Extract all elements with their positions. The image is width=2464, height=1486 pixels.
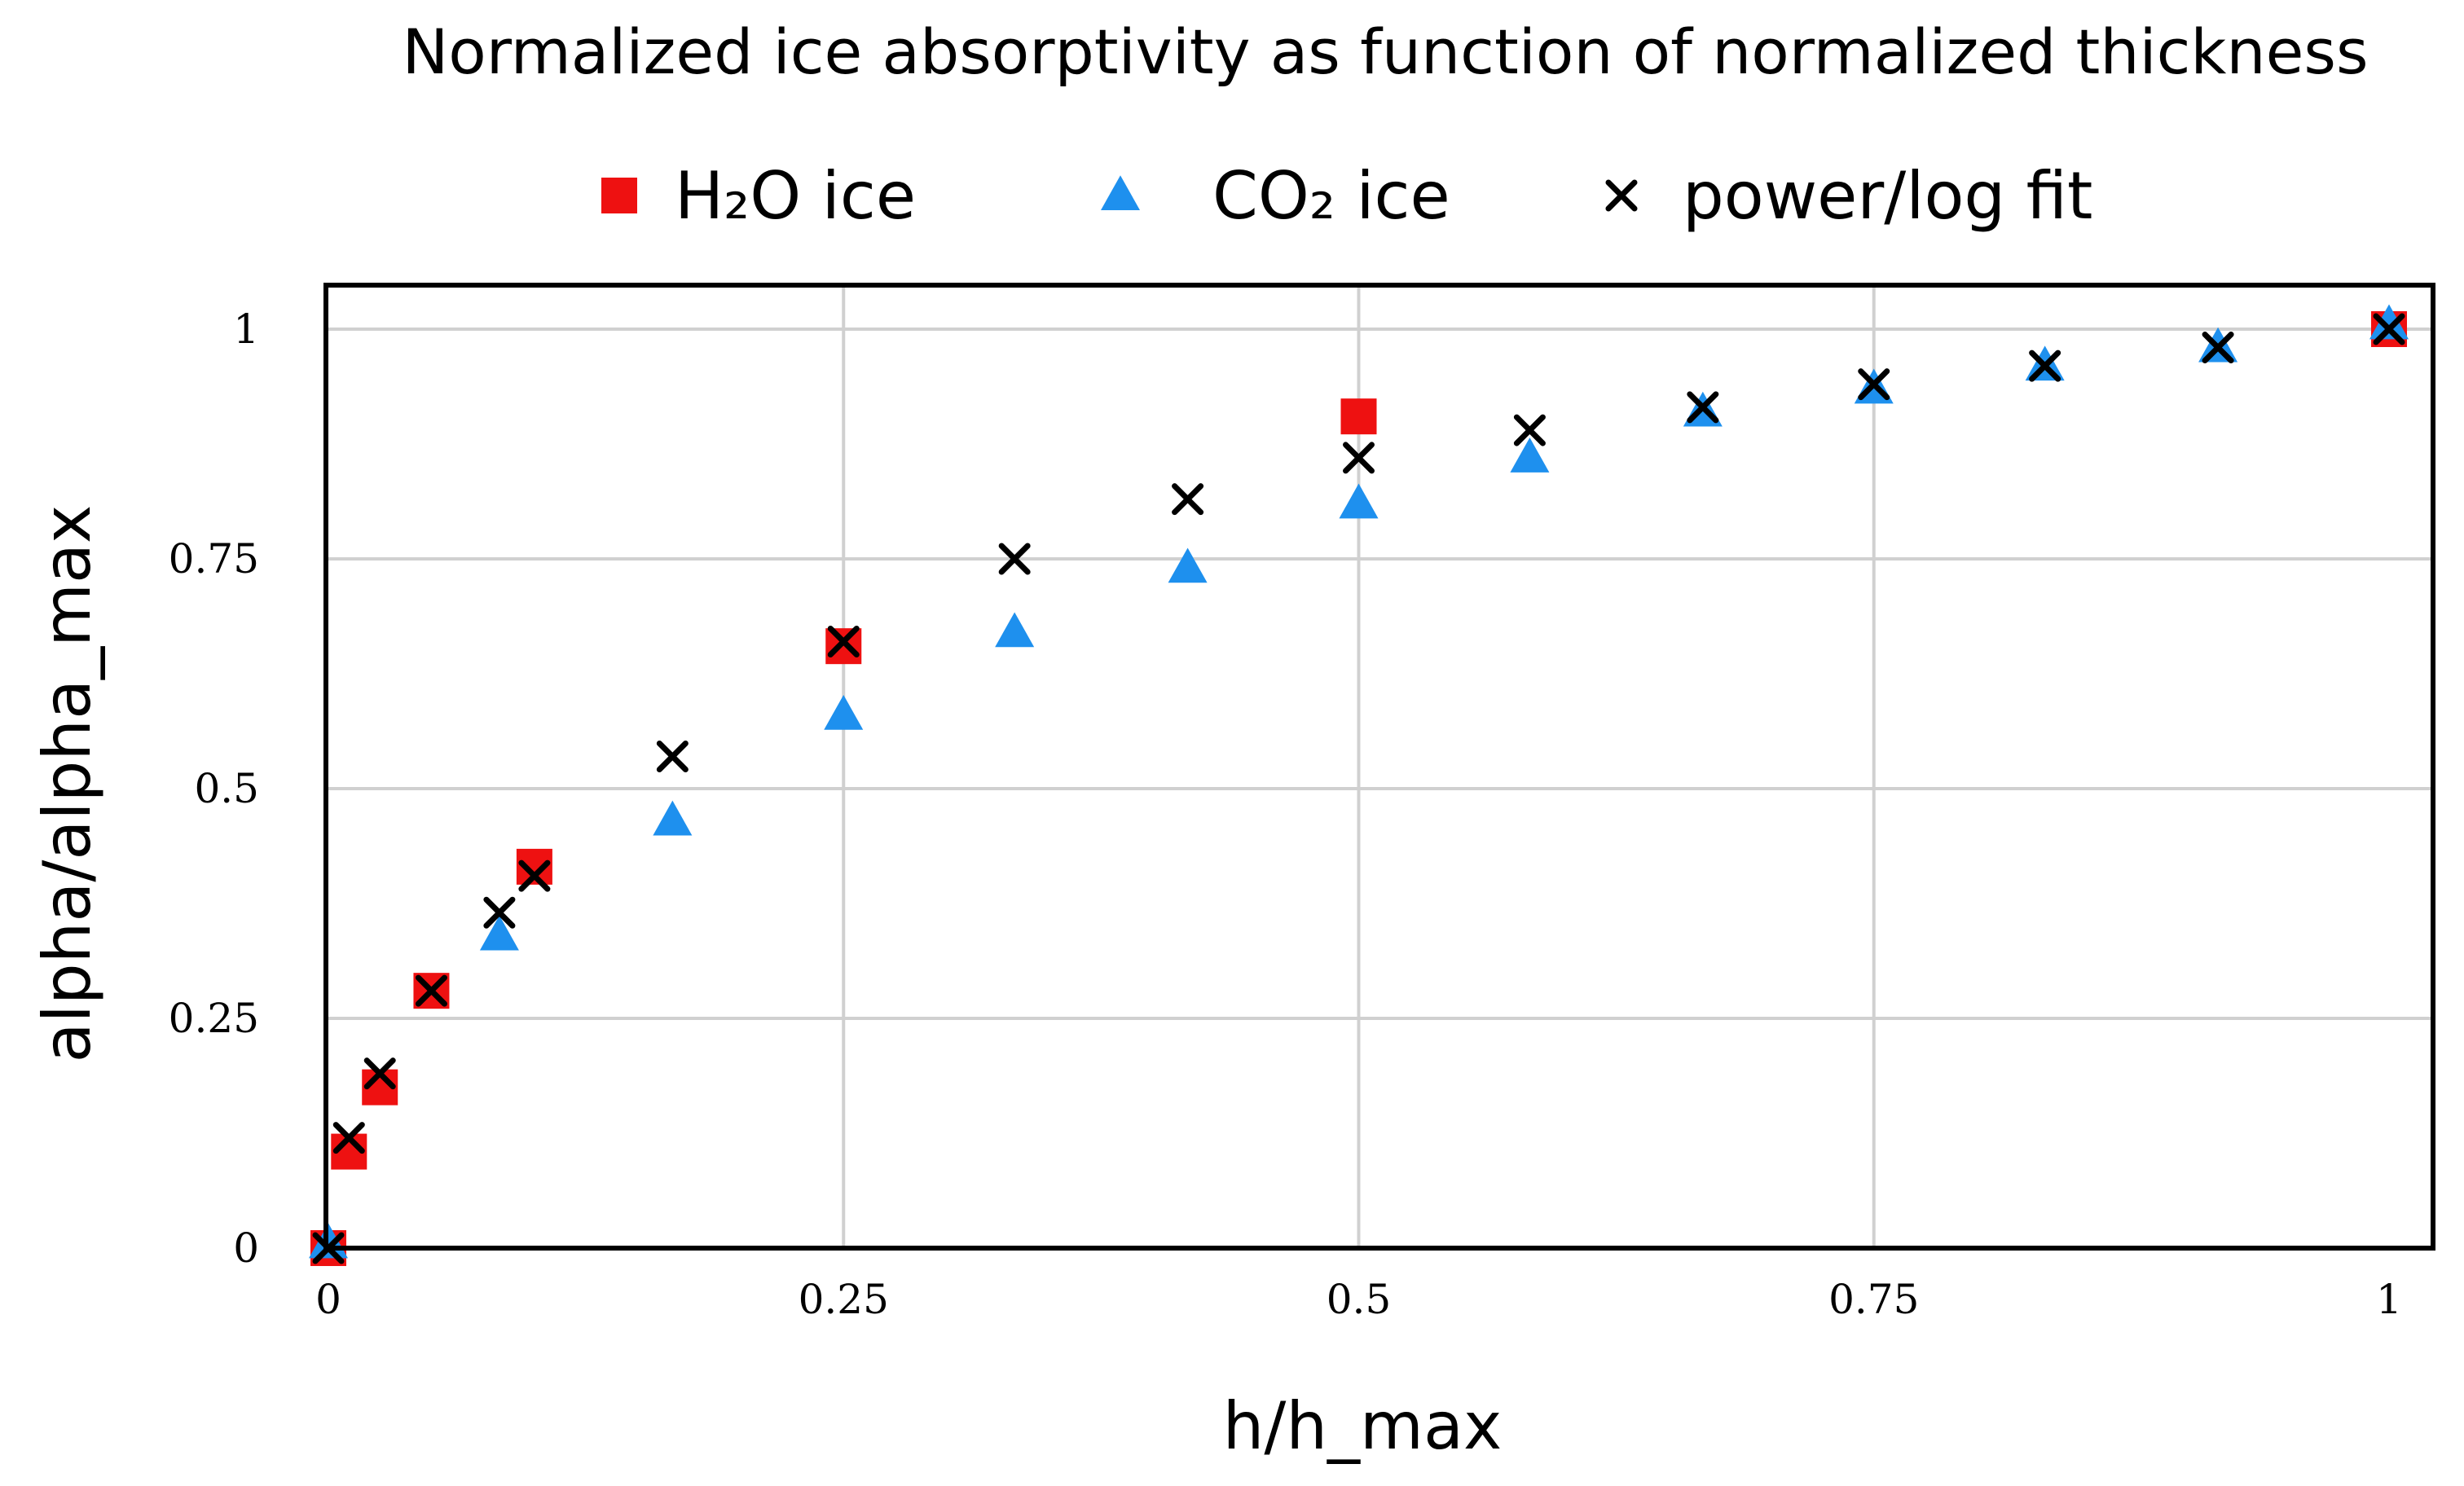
legend: H₂O ice CO₂ ice power/log fit	[601, 158, 2092, 234]
data-point-x	[2029, 350, 2061, 382]
legend-label: CO₂ ice	[1212, 158, 1450, 234]
data-point-x	[2373, 313, 2405, 345]
legend-item: H₂O ice	[601, 158, 916, 234]
y-tick-label: 0.75	[169, 535, 259, 583]
x-stroke	[1172, 483, 1204, 516]
data-point-triangle	[479, 915, 519, 951]
grid-lines	[326, 285, 2433, 1248]
legend-label: H₂O ice	[675, 158, 916, 234]
x-stroke	[1858, 368, 1890, 401]
x-stroke	[363, 1057, 396, 1090]
x-stroke	[827, 626, 860, 658]
data-point-x	[827, 626, 860, 658]
data-point-square	[825, 628, 862, 665]
data-point-x	[332, 1122, 365, 1154]
x-tick-label: 1	[2376, 1276, 2402, 1323]
y-axis-label: alpha/alpha_max	[29, 505, 105, 1063]
x-stroke	[1513, 414, 1546, 446]
x-stroke	[332, 1122, 365, 1154]
data-point-triangle	[995, 612, 1035, 648]
data-point-triangle	[824, 694, 864, 730]
x-stroke	[2029, 350, 2061, 382]
y-tick-label: 0.5	[194, 765, 259, 812]
data-point-triangle	[1510, 437, 1550, 473]
legend-marker-square	[601, 178, 637, 213]
x-stroke	[415, 974, 447, 1007]
y-tick-label: 0.25	[169, 995, 259, 1042]
data-marks	[309, 304, 2409, 1266]
data-point-x	[518, 860, 551, 892]
data-point-x	[415, 974, 447, 1007]
data-point-x	[363, 1057, 396, 1090]
y-tick-label: 0	[233, 1224, 259, 1272]
x-stroke	[998, 543, 1031, 575]
x-tick-label: 0	[315, 1276, 341, 1323]
x-stroke	[483, 896, 516, 929]
series-x	[312, 313, 2405, 1264]
y-tick-label: 1	[233, 306, 259, 353]
legend-item: CO₂ ice	[1101, 158, 1450, 234]
x-tick-label: 0.25	[799, 1276, 889, 1323]
x-axis-label: h/h_max	[1223, 1388, 1503, 1464]
x-tick-label: 0.5	[1327, 1276, 1392, 1323]
data-point-triangle	[1339, 483, 1379, 519]
x-stroke	[2373, 313, 2405, 345]
x-stroke	[1687, 391, 1719, 424]
legend-marker-triangle	[1101, 175, 1140, 210]
x-stroke	[1605, 179, 1638, 212]
data-point-x	[656, 741, 689, 773]
tick-labels: 0 0.25 0.5 0.75 1 0 0.25 0.5 0.75 1	[169, 306, 2402, 1323]
data-point-x	[1513, 414, 1546, 446]
data-point-triangle	[2369, 304, 2409, 340]
data-point-triangle	[653, 800, 693, 836]
chart-title: Normalized ice absorptivity as function …	[402, 15, 2368, 88]
data-point-triangle	[1168, 547, 1208, 583]
data-point-square	[1340, 398, 1377, 435]
data-point-x	[2202, 332, 2234, 364]
data-point-x	[1343, 442, 1375, 474]
x-stroke	[1343, 442, 1375, 474]
data-point-x	[1172, 483, 1204, 516]
legend-item: power/log fit	[1605, 158, 2092, 234]
data-point-x	[1858, 368, 1890, 401]
legend-marker-x	[1605, 179, 1638, 212]
x-stroke	[656, 741, 689, 773]
plot-area-frame	[323, 283, 2435, 1251]
data-point-x	[1687, 391, 1719, 424]
data-point-x	[483, 896, 516, 929]
data-point-x	[998, 543, 1031, 575]
x-tick-label: 0.75	[1828, 1276, 1919, 1323]
x-stroke	[2202, 332, 2234, 364]
x-stroke	[518, 860, 551, 892]
legend-label: power/log fit	[1683, 158, 2092, 234]
